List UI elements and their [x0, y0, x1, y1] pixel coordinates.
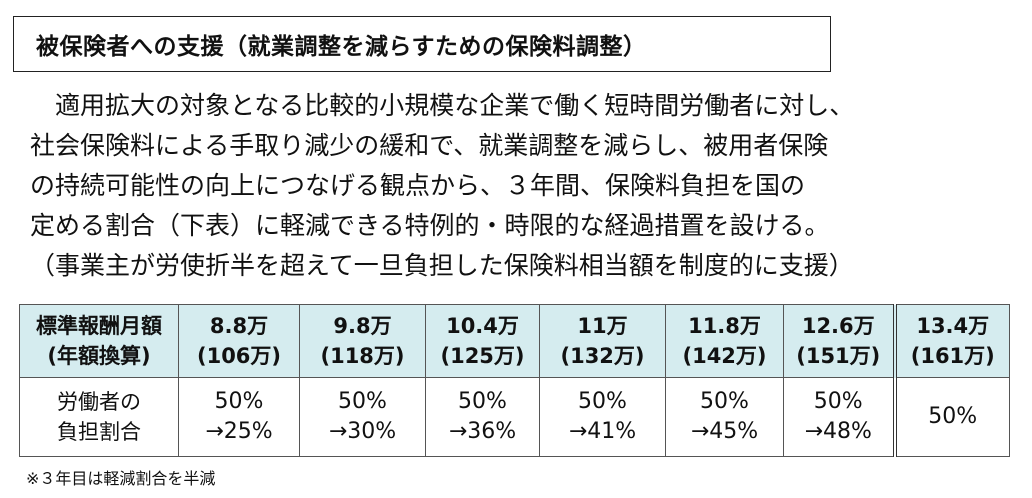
- table-header-row: 標準報酬月額 (年額換算) 8.8万 (106万) 9.8万 (118万) 10…: [19, 304, 1010, 378]
- rate-after: →36%: [448, 419, 517, 444]
- header-label-line: 標準報酬月額: [36, 314, 162, 338]
- section-title: 被保険者への支援（就業調整を減らすための保険料調整）: [36, 34, 647, 60]
- rate-after: →30%: [328, 419, 397, 444]
- monthly-amount: 11.8万: [688, 314, 761, 338]
- monthly-amount: 8.8万: [209, 314, 269, 338]
- paragraph-line: の持続可能性の向上につなげる観点から、３年間、保険料負担を国の: [30, 171, 806, 200]
- monthly-amount: 11万: [577, 314, 628, 338]
- monthly-amount: 12.6万: [801, 314, 875, 338]
- rate-cell: 50% →45%: [665, 377, 784, 457]
- annual-amount: (132万): [560, 344, 645, 368]
- paragraph-line: 定める割合（下表）に軽減できる特例的・時限的な経過措置を設ける。: [30, 211, 830, 240]
- annual-amount: (125万): [440, 344, 525, 368]
- header-cell: 11.8万 (142万): [665, 304, 784, 378]
- rate-before: 50%: [700, 389, 749, 414]
- rate-after: →41%: [568, 419, 637, 444]
- header-cell: 10.4万 (125万): [425, 304, 540, 378]
- header-cell: 11万 (132万): [539, 304, 666, 378]
- header-label-line: (年額換算): [47, 344, 151, 368]
- header-cell: 8.8万 (106万): [178, 304, 300, 378]
- header-cell: 13.4万 (161万): [892, 304, 1010, 378]
- rate-before: 50%: [578, 389, 627, 414]
- monthly-amount: 10.4万: [446, 314, 519, 338]
- annual-amount: (118万): [320, 344, 405, 368]
- monthly-amount: 9.8万: [333, 314, 392, 338]
- annual-amount: (142万): [682, 344, 767, 368]
- rate-cell: 50% →48%: [783, 377, 895, 457]
- rate-after: →25%: [205, 419, 273, 444]
- row-label-line: 負担割合: [57, 420, 141, 444]
- rate-before: 50%: [214, 389, 264, 414]
- row-label-line: 労働者の: [57, 390, 141, 414]
- rate-before: 50%: [458, 389, 507, 414]
- rate-cell: 50% →36%: [425, 377, 540, 457]
- paragraph-line: 社会保険料による手取り減少の緩和で、就業調整を減らし、被用者保険: [30, 131, 829, 160]
- annual-amount: (151万): [796, 344, 881, 368]
- rate-cell: 50% →41%: [539, 377, 666, 457]
- paragraph-line: （事業主が労使折半を超えて一旦負担した保険料相当額を制度的に支援）: [30, 251, 854, 280]
- footnote: ※３年目は軽減割合を半減: [26, 469, 216, 488]
- rate-before: 50%: [338, 389, 387, 414]
- header-cell: 9.8万 (118万): [299, 304, 426, 378]
- rate-after: →48%: [804, 419, 872, 444]
- rate-cell: 50%: [892, 377, 1010, 457]
- header-label-cell: 標準報酬月額 (年額換算): [19, 304, 179, 378]
- description-paragraph: 適用拡大の対象となる比較的小規模な企業で働く短時間労働者に対し、 社会保険料によ…: [30, 86, 1010, 286]
- rate-cell: 50% →25%: [178, 377, 300, 457]
- table-row: 労働者の 負担割合 50% →25% 50% →30% 50% →36% 50%…: [19, 377, 1010, 457]
- monthly-amount: 13.4万: [916, 314, 990, 338]
- rate-cell: 50% →30%: [299, 377, 426, 457]
- section-title-box: 被保険者への支援（就業調整を減らすための保険料調整）: [13, 16, 831, 72]
- row-label-cell: 労働者の 負担割合: [19, 377, 179, 457]
- rate-value: 50%: [928, 404, 978, 429]
- paragraph-line: 適用拡大の対象となる比較的小規模な企業で働く短時間労働者に対し、: [30, 91, 855, 120]
- header-cell: 12.6万 (151万): [783, 304, 895, 378]
- burden-ratio-table: 標準報酬月額 (年額換算) 8.8万 (106万) 9.8万 (118万) 10…: [19, 304, 1010, 457]
- annual-amount: (161万): [910, 344, 995, 368]
- rate-after: →45%: [690, 419, 759, 444]
- rate-before: 50%: [813, 389, 863, 414]
- annual-amount: (106万): [196, 344, 282, 368]
